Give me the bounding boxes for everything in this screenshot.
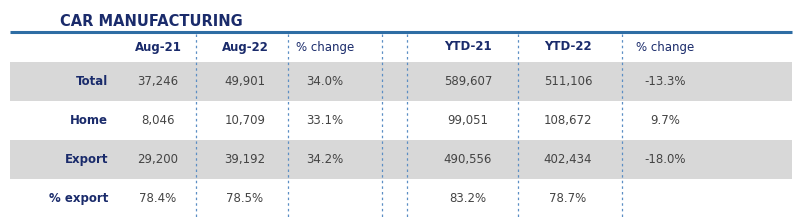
Text: % change: % change [296, 41, 354, 53]
Text: YTD-22: YTD-22 [544, 41, 592, 53]
Bar [10, 140, 792, 179]
Text: Export: Export [65, 153, 108, 166]
Text: 511,106: 511,106 [544, 75, 592, 88]
Text: 78.5%: 78.5% [226, 192, 263, 205]
Text: % change: % change [636, 41, 694, 53]
Text: Aug-22: Aug-22 [222, 41, 269, 53]
Text: Total: Total [76, 75, 108, 88]
Text: 10,709: 10,709 [225, 114, 266, 127]
Text: Aug-21: Aug-21 [134, 41, 182, 53]
Text: 39,192: 39,192 [225, 153, 266, 166]
Text: 9.7%: 9.7% [650, 114, 680, 127]
Text: CAR MANUFACTURING: CAR MANUFACTURING [60, 14, 242, 29]
Text: 29,200: 29,200 [138, 153, 178, 166]
Text: -18.0%: -18.0% [644, 153, 686, 166]
Text: Home: Home [70, 114, 108, 127]
Text: 34.2%: 34.2% [306, 153, 344, 166]
Text: 34.0%: 34.0% [306, 75, 343, 88]
Text: 490,556: 490,556 [444, 153, 492, 166]
Text: 83.2%: 83.2% [450, 192, 486, 205]
Text: 37,246: 37,246 [138, 75, 178, 88]
Bar [10, 62, 792, 101]
Text: YTD-21: YTD-21 [444, 41, 492, 53]
Text: 402,434: 402,434 [544, 153, 592, 166]
Text: 78.4%: 78.4% [139, 192, 177, 205]
Text: 589,607: 589,607 [444, 75, 492, 88]
Text: 8,046: 8,046 [142, 114, 174, 127]
Text: 49,901: 49,901 [225, 75, 266, 88]
Text: -13.3%: -13.3% [644, 75, 686, 88]
Text: % export: % export [49, 192, 108, 205]
Text: 99,051: 99,051 [447, 114, 489, 127]
Text: 33.1%: 33.1% [306, 114, 343, 127]
Text: 108,672: 108,672 [544, 114, 592, 127]
Text: 78.7%: 78.7% [550, 192, 586, 205]
